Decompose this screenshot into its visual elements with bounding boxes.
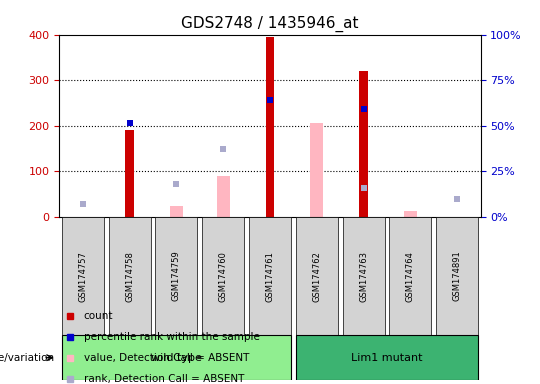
- Bar: [156, 217, 198, 335]
- Text: GSM174758: GSM174758: [125, 251, 134, 301]
- Text: GSM174757: GSM174757: [78, 251, 87, 301]
- Bar: [389, 217, 431, 335]
- Text: Lim1 mutant: Lim1 mutant: [351, 353, 423, 363]
- Bar: [62, 335, 291, 380]
- Text: GSM174759: GSM174759: [172, 251, 181, 301]
- Text: percentile rank within the sample: percentile rank within the sample: [84, 332, 260, 342]
- Bar: [217, 176, 230, 217]
- Bar: [62, 217, 104, 335]
- Bar: [404, 212, 417, 217]
- Text: count: count: [84, 311, 113, 321]
- Text: GSM174763: GSM174763: [359, 251, 368, 301]
- Bar: [109, 217, 151, 335]
- Text: GSM174761: GSM174761: [266, 251, 274, 301]
- Bar: [296, 217, 338, 335]
- Bar: [296, 335, 478, 380]
- Bar: [360, 71, 368, 217]
- Text: rank, Detection Call = ABSENT: rank, Detection Call = ABSENT: [84, 374, 244, 384]
- Text: genotype/variation: genotype/variation: [0, 353, 54, 363]
- Text: GSM174891: GSM174891: [453, 251, 462, 301]
- Text: GSM174760: GSM174760: [219, 251, 228, 301]
- Text: GSM174762: GSM174762: [312, 251, 321, 301]
- Bar: [125, 130, 134, 217]
- Text: GSM174764: GSM174764: [406, 251, 415, 301]
- Bar: [249, 217, 291, 335]
- Bar: [342, 217, 384, 335]
- Bar: [310, 122, 323, 217]
- Title: GDS2748 / 1435946_at: GDS2748 / 1435946_at: [181, 16, 359, 32]
- Bar: [266, 37, 274, 217]
- Bar: [202, 217, 244, 335]
- Bar: [436, 217, 478, 335]
- Bar: [170, 205, 183, 217]
- Text: wild type: wild type: [151, 353, 202, 363]
- Text: value, Detection Call = ABSENT: value, Detection Call = ABSENT: [84, 353, 249, 363]
